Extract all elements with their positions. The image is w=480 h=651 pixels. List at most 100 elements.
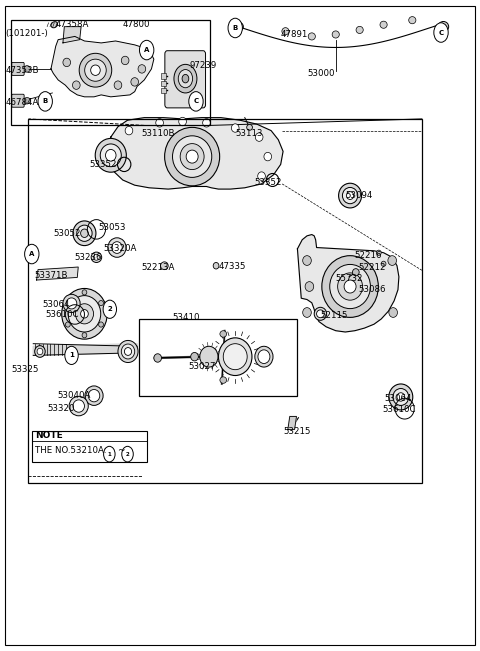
Ellipse shape xyxy=(178,70,192,88)
Text: 53320A: 53320A xyxy=(104,244,137,253)
Ellipse shape xyxy=(131,77,139,86)
Text: 47353B: 47353B xyxy=(5,66,39,75)
Text: 55732: 55732 xyxy=(336,273,363,283)
Ellipse shape xyxy=(165,128,220,186)
Ellipse shape xyxy=(82,333,87,338)
Ellipse shape xyxy=(84,59,106,81)
Ellipse shape xyxy=(37,348,43,355)
Ellipse shape xyxy=(234,22,243,31)
FancyBboxPatch shape xyxy=(12,94,24,107)
Text: 53410: 53410 xyxy=(172,312,200,322)
Text: 53325: 53325 xyxy=(12,365,39,374)
Ellipse shape xyxy=(24,66,30,72)
Ellipse shape xyxy=(258,350,270,363)
Ellipse shape xyxy=(356,26,363,33)
Ellipse shape xyxy=(393,389,408,406)
Ellipse shape xyxy=(95,139,126,173)
Text: NOTE: NOTE xyxy=(35,432,63,441)
Ellipse shape xyxy=(63,58,71,66)
Circle shape xyxy=(434,23,448,42)
Ellipse shape xyxy=(408,17,416,23)
Ellipse shape xyxy=(303,308,312,318)
Ellipse shape xyxy=(121,344,135,359)
Ellipse shape xyxy=(203,118,210,127)
Circle shape xyxy=(228,18,242,38)
Ellipse shape xyxy=(186,150,198,163)
Ellipse shape xyxy=(65,301,70,306)
Ellipse shape xyxy=(247,124,252,130)
Ellipse shape xyxy=(35,346,45,357)
Ellipse shape xyxy=(322,256,378,318)
Ellipse shape xyxy=(68,296,101,332)
Polygon shape xyxy=(288,417,297,430)
Ellipse shape xyxy=(81,310,88,318)
Ellipse shape xyxy=(138,64,146,73)
Text: 1: 1 xyxy=(69,352,74,359)
Ellipse shape xyxy=(91,252,102,262)
Text: 53000: 53000 xyxy=(307,69,335,78)
Ellipse shape xyxy=(72,81,80,89)
Ellipse shape xyxy=(389,308,397,318)
Text: (101201-): (101201-) xyxy=(5,29,48,38)
Text: 53352: 53352 xyxy=(254,178,282,187)
Ellipse shape xyxy=(114,81,122,89)
Text: 53371B: 53371B xyxy=(34,271,68,280)
Bar xyxy=(11,20,210,126)
Ellipse shape xyxy=(94,255,99,260)
Text: 47891: 47891 xyxy=(281,30,308,39)
Ellipse shape xyxy=(118,340,138,363)
Text: 53040A: 53040A xyxy=(57,391,91,400)
Circle shape xyxy=(104,447,115,462)
Ellipse shape xyxy=(337,273,362,300)
Text: 53113: 53113 xyxy=(235,129,263,138)
Ellipse shape xyxy=(264,152,272,161)
Text: 97239: 97239 xyxy=(190,61,217,70)
Ellipse shape xyxy=(438,21,449,32)
Text: 47335: 47335 xyxy=(218,262,246,271)
Ellipse shape xyxy=(303,256,312,266)
Bar xyxy=(32,431,147,462)
Ellipse shape xyxy=(317,310,324,318)
Text: 53064: 53064 xyxy=(384,394,412,403)
Ellipse shape xyxy=(381,261,386,266)
Polygon shape xyxy=(33,344,137,355)
Circle shape xyxy=(65,346,78,365)
Ellipse shape xyxy=(125,126,133,135)
Ellipse shape xyxy=(220,377,227,383)
Ellipse shape xyxy=(218,338,252,376)
Ellipse shape xyxy=(85,386,103,406)
Ellipse shape xyxy=(63,294,80,312)
Ellipse shape xyxy=(347,191,354,199)
Text: 53110B: 53110B xyxy=(142,129,175,138)
Ellipse shape xyxy=(121,56,129,64)
Ellipse shape xyxy=(108,238,126,257)
Ellipse shape xyxy=(65,322,70,327)
Text: 53320: 53320 xyxy=(48,404,75,413)
Ellipse shape xyxy=(100,144,121,167)
Text: C: C xyxy=(193,98,199,104)
Ellipse shape xyxy=(308,33,315,40)
Ellipse shape xyxy=(213,262,219,269)
Ellipse shape xyxy=(172,136,212,177)
Text: 53236: 53236 xyxy=(75,253,102,262)
Ellipse shape xyxy=(258,172,265,180)
Text: 52212: 52212 xyxy=(359,262,386,271)
Ellipse shape xyxy=(330,264,371,309)
Text: 52115: 52115 xyxy=(321,311,348,320)
Circle shape xyxy=(24,244,39,264)
Text: 53094: 53094 xyxy=(345,191,372,200)
Ellipse shape xyxy=(98,322,103,327)
Text: THE NO.53210A:: THE NO.53210A: xyxy=(35,446,107,455)
Ellipse shape xyxy=(255,133,263,141)
Ellipse shape xyxy=(389,384,413,410)
Bar xyxy=(161,88,166,93)
Ellipse shape xyxy=(77,225,92,242)
Ellipse shape xyxy=(342,187,358,204)
Circle shape xyxy=(103,300,117,318)
Ellipse shape xyxy=(182,74,189,83)
Ellipse shape xyxy=(191,352,198,361)
Polygon shape xyxy=(63,27,81,43)
Ellipse shape xyxy=(314,307,326,320)
Ellipse shape xyxy=(73,221,96,245)
Ellipse shape xyxy=(82,290,87,295)
